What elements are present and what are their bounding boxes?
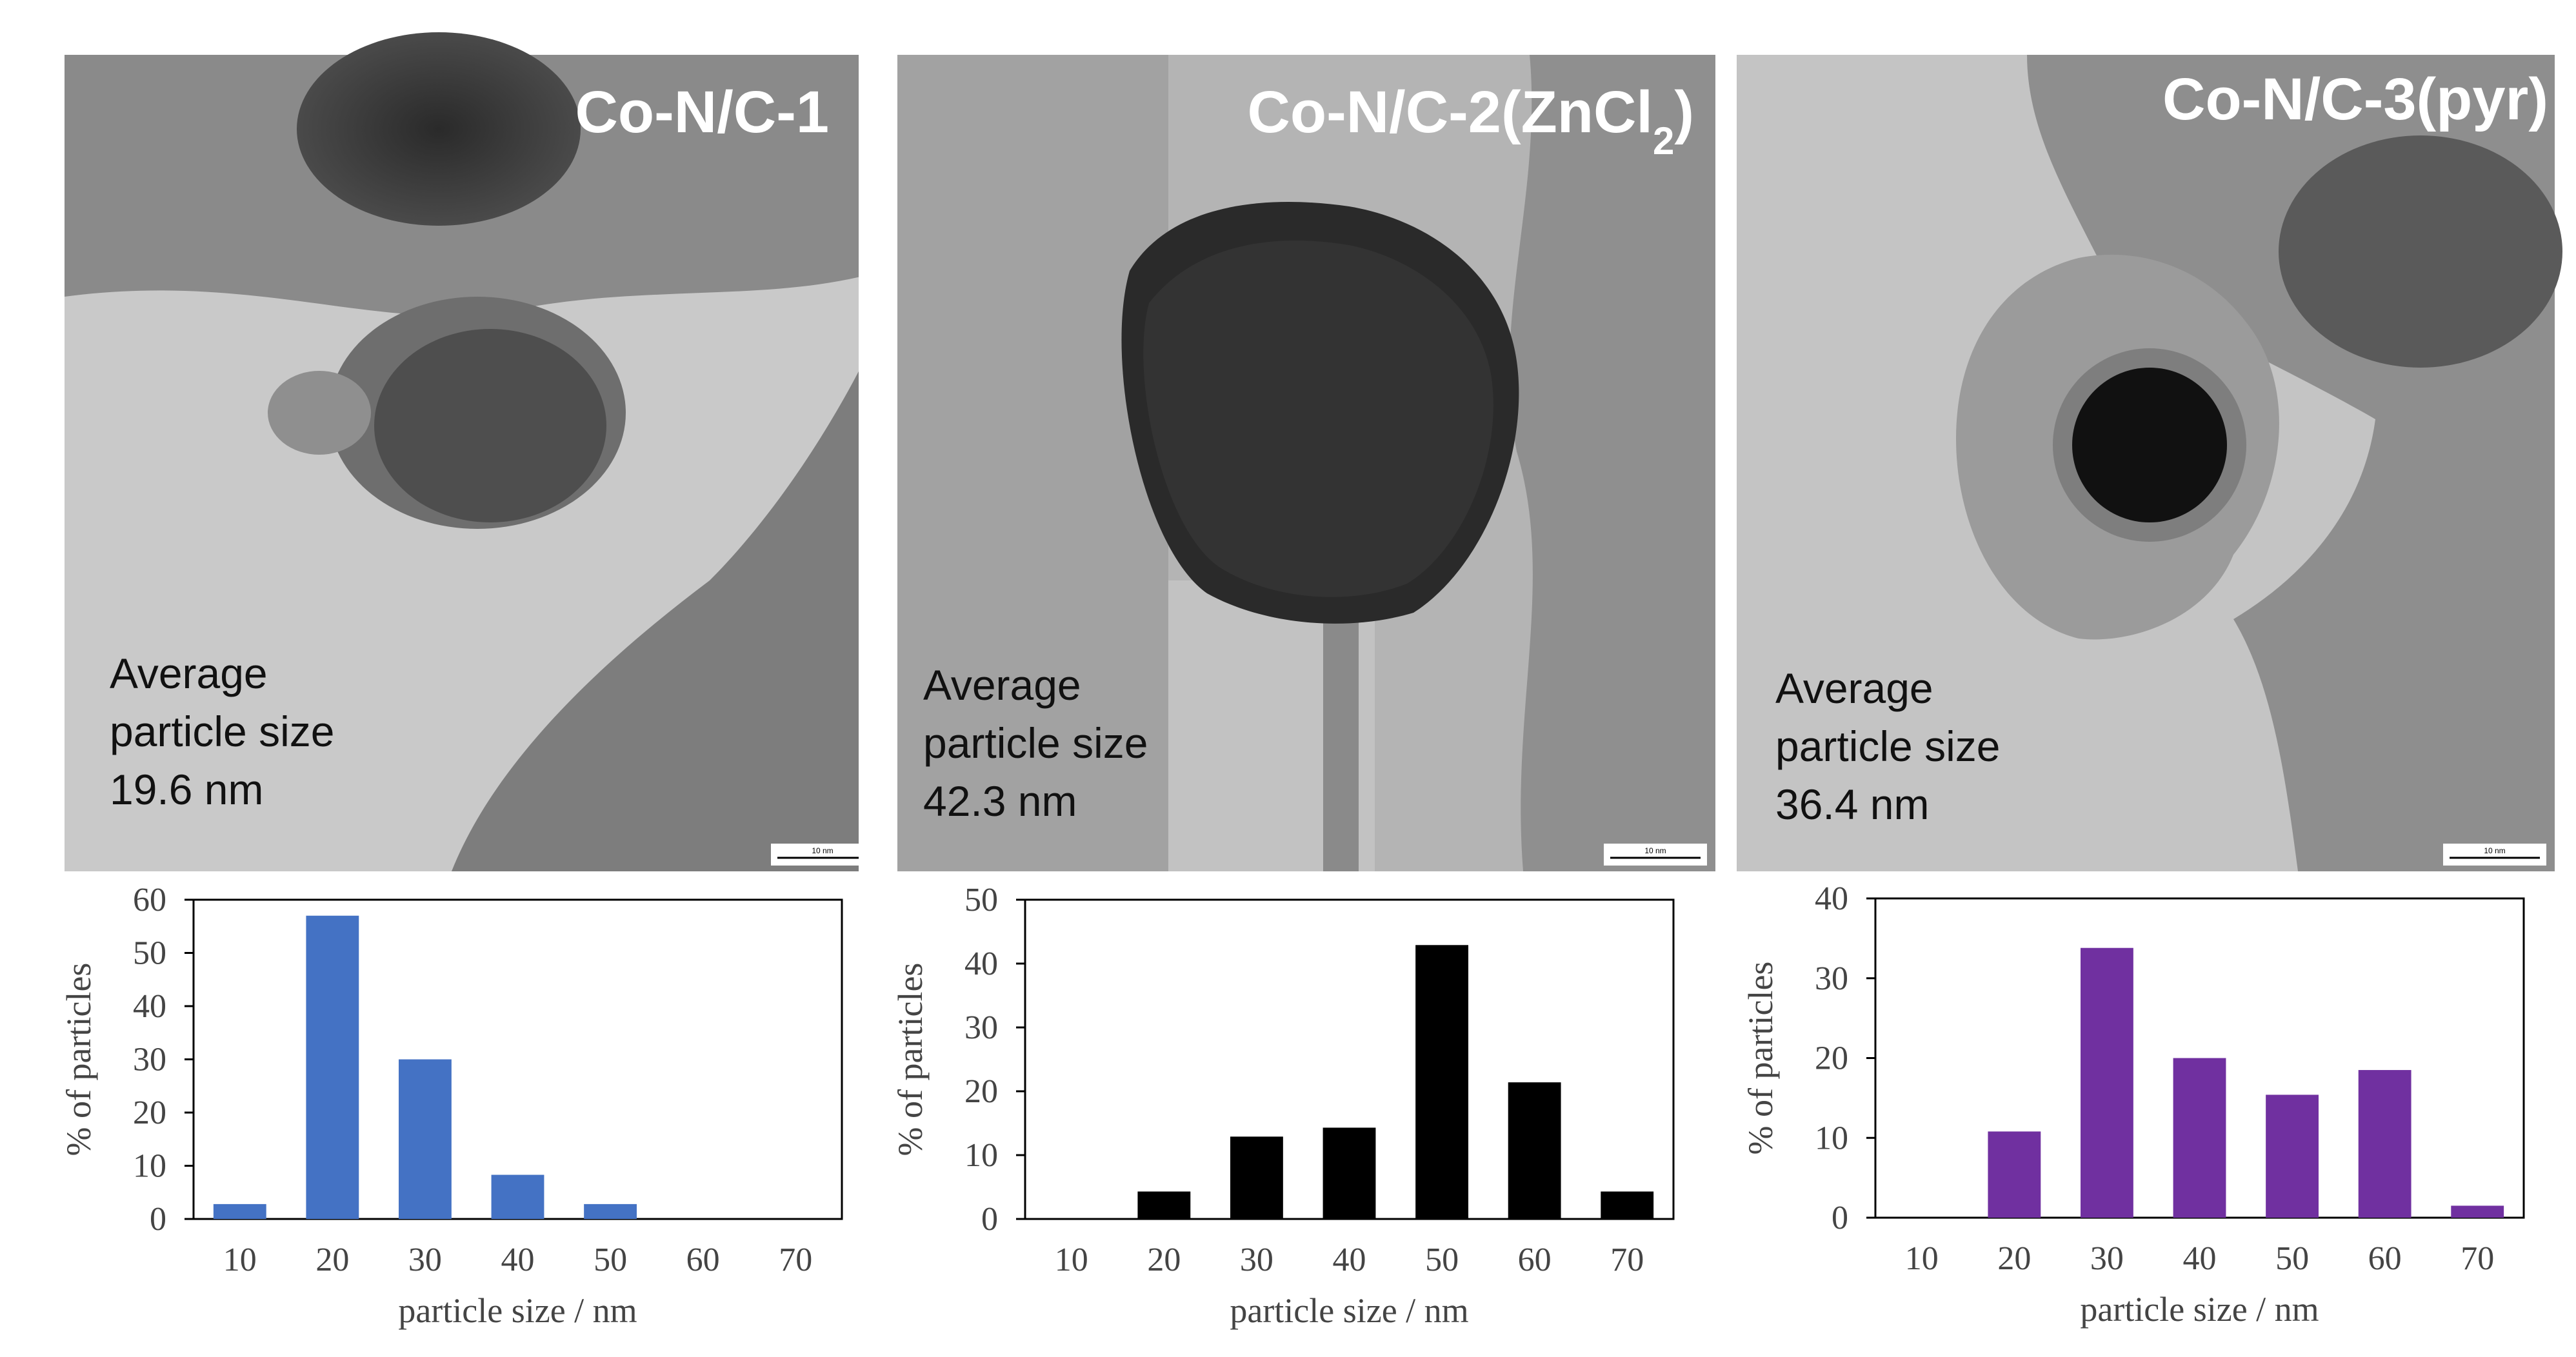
panel-1: Co-N/C-1 Average particle size 19.6 nm 1… [59,32,859,1330]
x-tick-label: 30 [1240,1242,1273,1278]
tem-note-line2: particle size [110,708,334,755]
x-tick-label: 70 [2461,1240,2494,1277]
x-tick-label: 60 [2368,1240,2402,1277]
y-axis-label: % of particles [891,963,930,1156]
x-tick-label: 40 [501,1242,535,1278]
y-tick-label: 30 [964,1009,998,1046]
x-tick-label: 30 [408,1242,442,1278]
tem-image-1 [65,32,859,871]
x-tick-label: 20 [1997,1240,2031,1277]
x-tick-label: 40 [2183,1240,2217,1277]
y-tick-label: 50 [133,935,166,972]
x-tick-label: 10 [1055,1242,1088,1278]
bar-70 [2451,1205,2504,1218]
plot-frame [192,898,843,1220]
x-tick-label: 20 [1147,1242,1181,1278]
x-tick-label: 40 [1333,1242,1366,1278]
bar-60 [1508,1082,1561,1219]
x-tick-label: 70 [1610,1242,1644,1278]
y-tick-label: 20 [1815,1040,1848,1077]
tem-title-3: Co-N/C-3(pyr) [2162,66,2548,132]
tem-note-line1: Average [1775,664,1933,712]
y-tick-label: 40 [133,988,166,1025]
bar-50 [2266,1095,2319,1218]
scale-label-1: 10 nm [812,846,833,855]
y-tick-label: 60 [133,882,166,918]
scale-label-3: 10 nm [2484,846,2505,855]
bar-30 [2081,947,2133,1218]
tem-image-2 [897,55,1715,871]
bar-70 [1601,1191,1654,1219]
scale-bar-3: 10 nm [2443,844,2546,866]
scale-bar-2: 10 nm [1604,844,1707,866]
bar-50 [1415,945,1468,1219]
y-tick-label: 40 [964,946,998,982]
tem-note-line1: Average [110,649,268,697]
histogram-1: 0 10 20 30 40 50 60 10 20 30 40 50 60 70 particle size… [59,882,843,1330]
x-tick-label: 30 [2090,1240,2124,1277]
bar-40 [2173,1058,2226,1218]
y-tick-label: 0 [1832,1200,1848,1236]
panel-3: Co-N/C-3(pyr) Average particle size 36.4… [1737,55,2562,1329]
x-tick-label: 10 [1905,1240,1939,1277]
bar-30 [399,1059,452,1219]
x-tick-label: 50 [594,1242,627,1278]
y-tick-label: 30 [1815,960,1848,997]
histogram-3: 0 10 20 30 40 10 20 30 40 50 60 70 particle size / n… [1741,880,2525,1329]
x-tick-label: 70 [779,1242,812,1278]
tem-note-line2: particle size [923,719,1148,767]
bar-10 [213,1203,266,1219]
scale-bar-1: 10 nm [771,844,859,866]
bar-30 [1230,1136,1283,1219]
x-tick-label: 10 [223,1242,257,1278]
bar-60 [2358,1070,2411,1218]
tem-title-2: Co-N/C-2(ZnCl2) [1247,79,1694,163]
y-axis-label: % of particles [59,963,98,1156]
y-tick-label: 30 [133,1042,166,1078]
x-tick-label: 60 [1518,1242,1552,1278]
y-tick-label: 10 [1815,1120,1848,1156]
y-axis-label: % of particles [1741,962,1780,1155]
panel-2: Co-N/C-2(ZnCl2) Average particle size 42… [891,55,1715,1330]
scale-label-2: 10 nm [1644,846,1666,855]
tem-note-line3: 19.6 nm [110,766,263,813]
tem-note-line2: particle size [1775,722,2000,770]
y-tick-label: 0 [981,1201,998,1238]
x-tick-label: 50 [1425,1242,1459,1278]
tem-note-line3: 42.3 nm [923,777,1077,825]
x-tick-label: 20 [315,1242,349,1278]
y-tick-label: 40 [1815,880,1848,917]
bar-40 [1323,1127,1376,1219]
tem-note-line3: 36.4 nm [1775,780,1929,828]
tem-image-3 [1737,55,2562,871]
y-tick-label: 20 [133,1095,166,1131]
histogram-2: 0 10 20 30 40 50 10 20 30 40 50 60 70 particle size /… [891,882,1675,1330]
y-tick-label: 0 [150,1201,166,1238]
bar-40 [491,1174,544,1219]
bar-50 [584,1203,637,1219]
y-tick-label: 20 [964,1073,998,1110]
tem-title-1: Co-N/C-1 [575,79,829,145]
x-axis-label: particle size / nm [2080,1290,2319,1329]
y-tick-label: 50 [964,882,998,918]
x-tick-label: 60 [686,1242,720,1278]
x-axis-label: particle size / nm [1230,1291,1468,1330]
y-tick-label: 10 [133,1148,166,1185]
bar-20 [1137,1191,1191,1219]
tem-note-line1: Average [923,661,1081,709]
bar-20 [306,915,359,1219]
x-tick-label: 50 [2275,1240,2309,1277]
x-axis-label: particle size / nm [398,1291,637,1330]
y-tick-label: 10 [964,1137,998,1174]
bar-20 [1988,1131,2041,1218]
